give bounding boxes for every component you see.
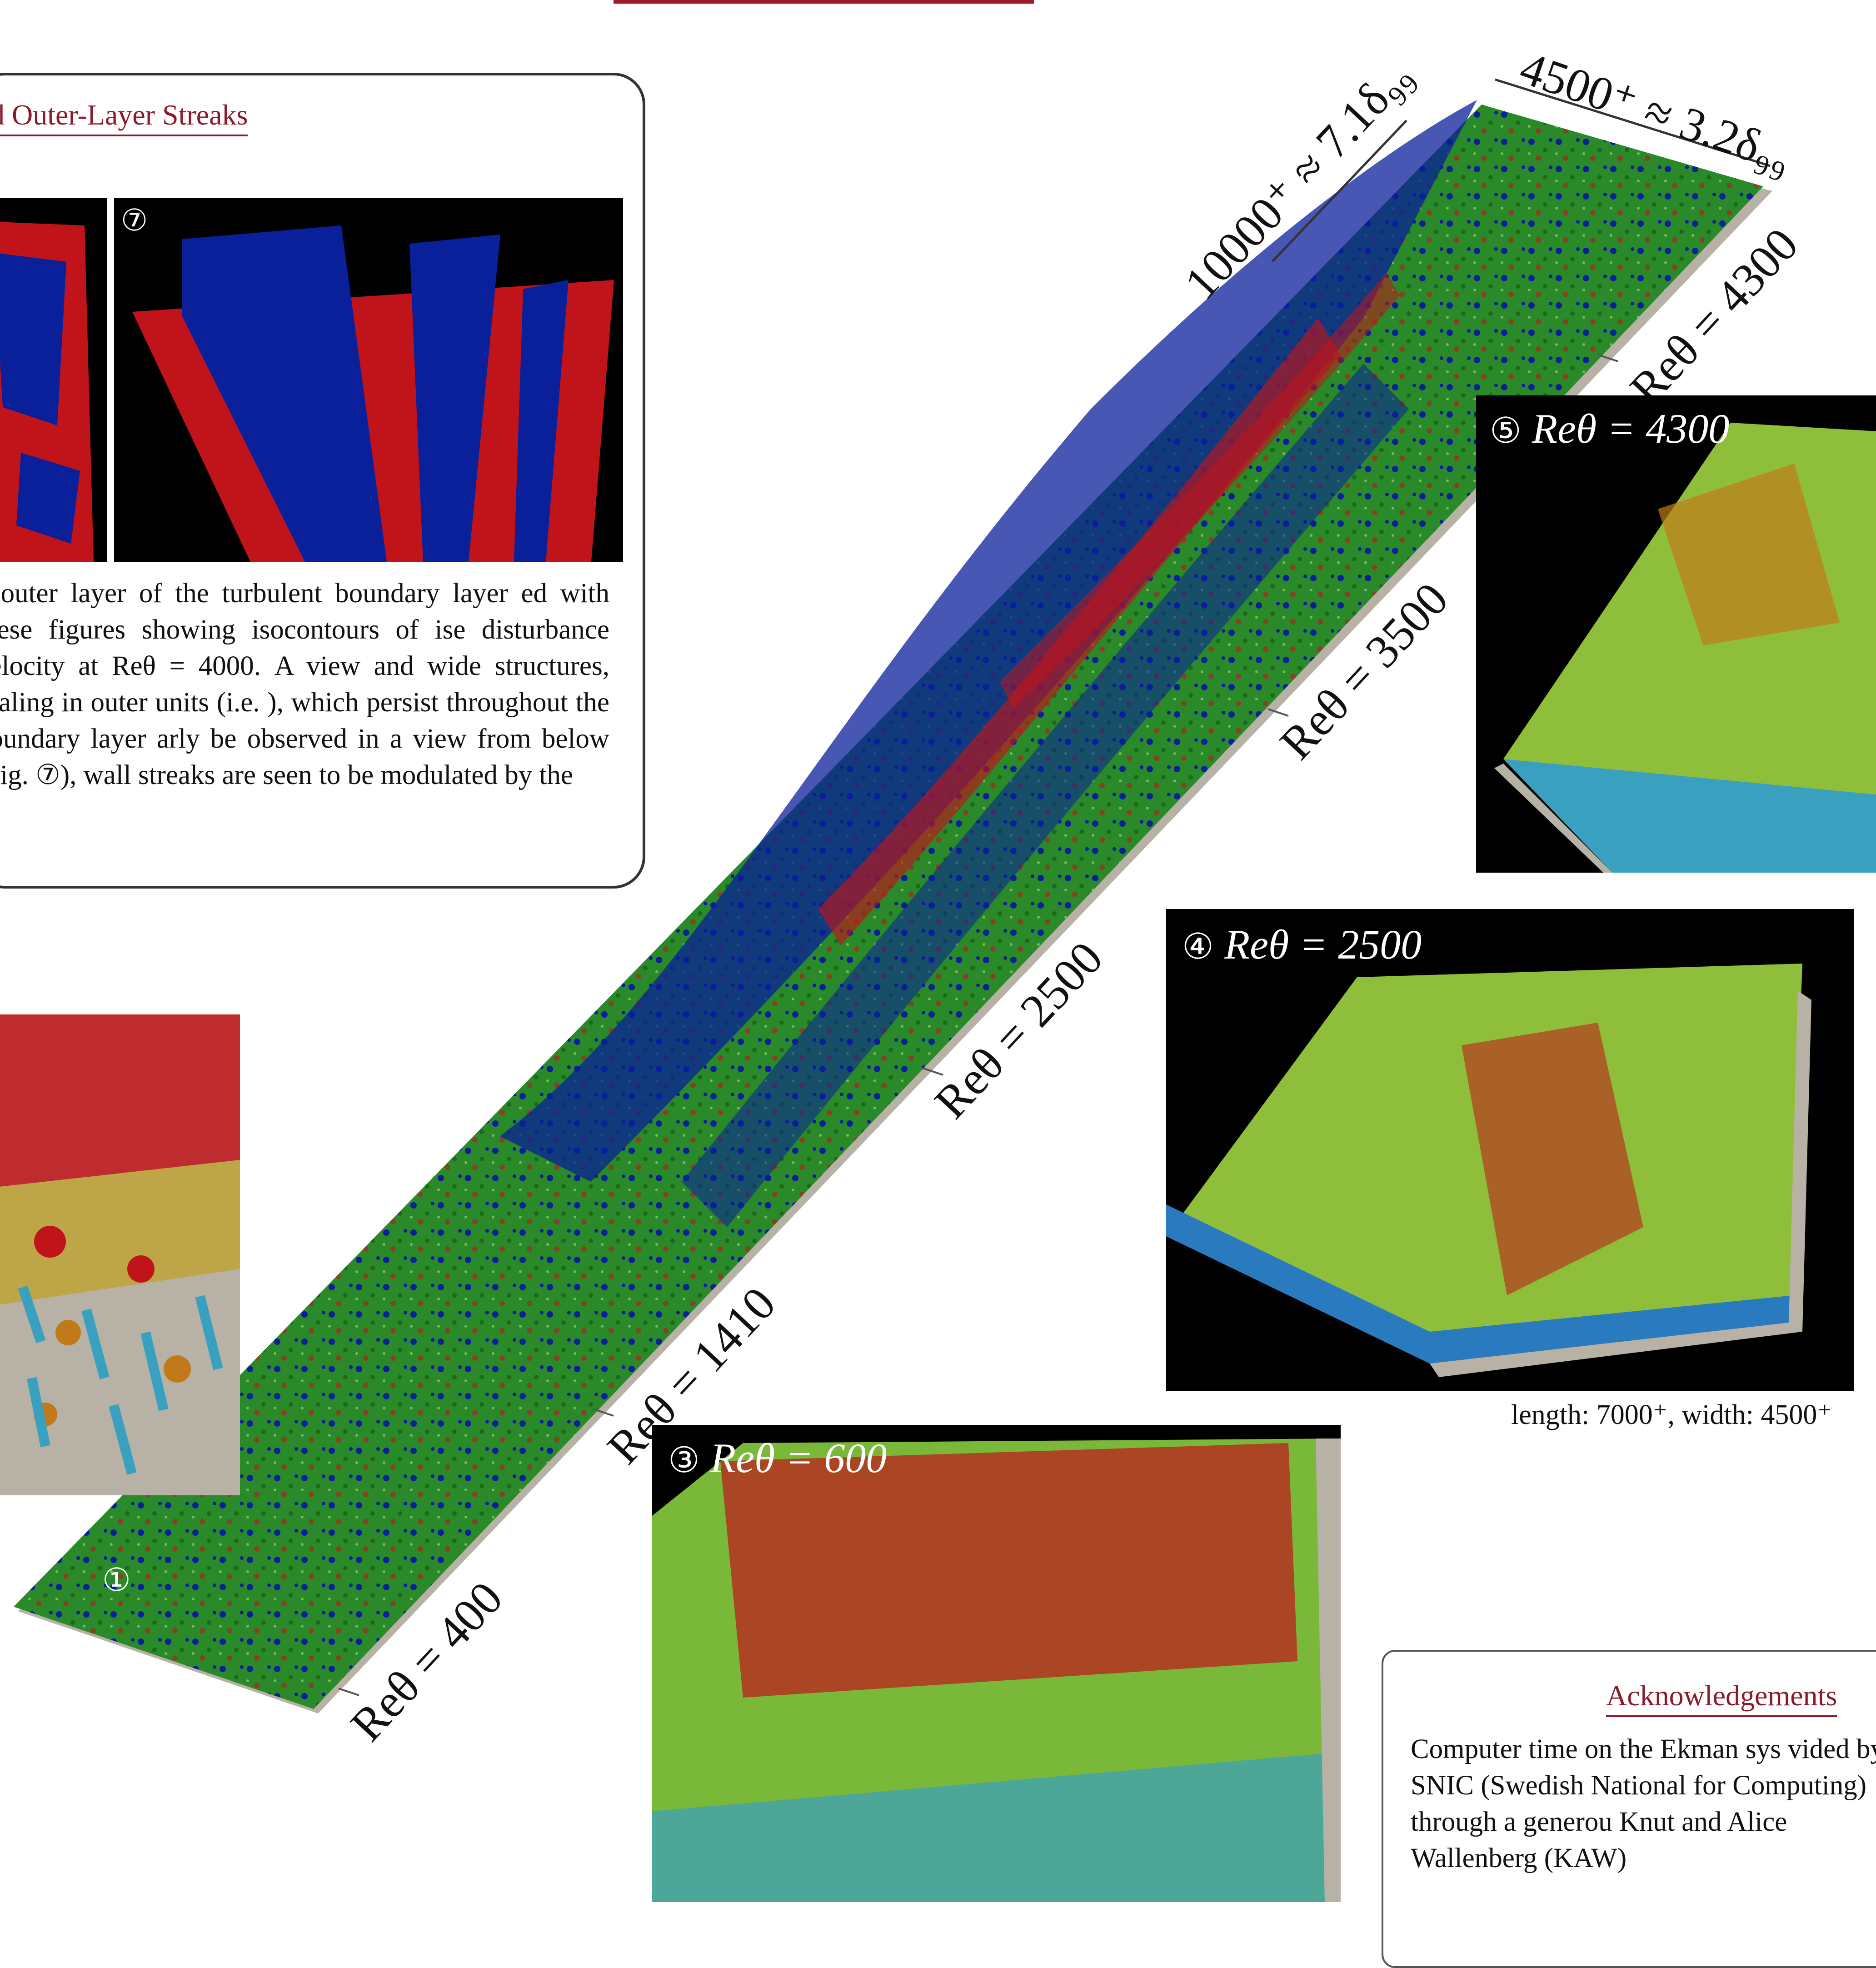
inset-re-4300: ⑤ Reθ = 4300 [1476,395,1876,873]
inset-re-600: ③ Reθ = 600 [652,1425,1341,1902]
boundary-layer-strip-image [14,78,1772,1713]
inset-2-image [0,1014,240,1495]
title-underline [614,0,1034,4]
panel-7-label: ⑦ [121,203,148,238]
inset-hairpins [0,1014,240,1495]
inset-5-image [1476,395,1876,873]
outer-layer-streaks-box: nd Outer-Layer Streaks ⑦ e outer layer o… [0,73,645,889]
acknowledgements-box: Acknowledgements Computer time on the Ek… [1382,1650,1876,1968]
acknowledgements-text: Computer time on the Ekman sys vided by … [1411,1734,1876,1873]
inset-3-image [652,1425,1341,1902]
section-title: nd Outer-Layer Streaks [0,98,248,136]
inset-re-2500: ④ Reθ = 2500 [1166,909,1854,1391]
acknowledgements-title: Acknowledgements [1606,1679,1837,1717]
domain-size-caption: length: 7000⁺, width: 4500⁺ [1511,1399,1832,1430]
streak-image-7 [114,198,623,562]
streak-panel-7: ⑦ [114,198,623,562]
inset-5-label: ⑤ Reθ = 4300 [1490,405,1730,452]
strip-marker-1: ① [102,1561,131,1598]
streak-panel-6 [0,198,107,562]
streak-caption: e outer layer of the turbulent boundary … [0,578,609,790]
inset-4-label: ④ Reθ = 2500 [1182,921,1422,968]
inset-3-label: ③ Reθ = 600 [668,1435,887,1481]
inset-4-image [1166,909,1854,1391]
streak-image-6 [0,198,107,562]
